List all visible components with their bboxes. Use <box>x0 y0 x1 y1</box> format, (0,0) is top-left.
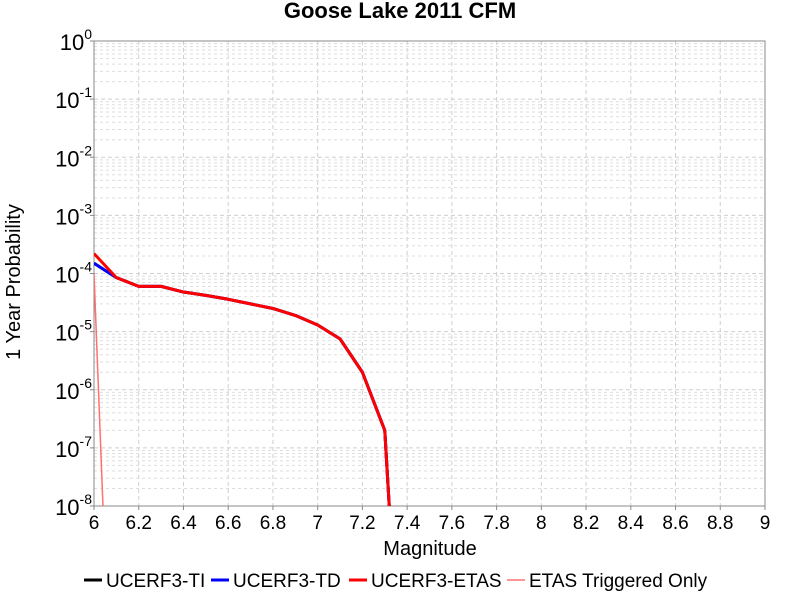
x-tick-label: 7 <box>312 513 323 534</box>
legend: UCERF3-TI UCERF3-TD UCERF3-ETAS ETAS Trigge… <box>84 571 708 592</box>
x-tick-label: 8.2 <box>573 513 599 534</box>
x-tick-label: 7.2 <box>349 513 375 534</box>
y-tick-label: 10-3 <box>55 200 92 229</box>
x-tick-label: 8 <box>536 513 547 534</box>
series-line-ucerf3-etas <box>94 252 391 506</box>
y-tick-label: 10-2 <box>55 142 92 171</box>
y-axis-ticks: 100 10-1 10-2 10-3 10-4 10-5 10-6 10-7 10-8 <box>55 26 94 520</box>
chart-title: Goose Lake 2011 CFM <box>284 0 516 23</box>
series-lines <box>94 252 391 506</box>
y-tick-label: 10-8 <box>55 491 92 520</box>
y-tick-label: 10-4 <box>55 259 92 288</box>
legend-label: UCERF3-TD <box>233 571 341 592</box>
y-tick-label: 10-7 <box>55 433 92 462</box>
x-tick-label: 8.4 <box>618 513 645 534</box>
x-tick-label: 8.8 <box>707 513 733 534</box>
x-axis-label: Magnitude <box>383 538 476 560</box>
x-tick-label: 6.8 <box>260 513 286 534</box>
x-tick-label: 7.6 <box>439 513 465 534</box>
legend-label: UCERF3-TI <box>106 571 205 592</box>
y-tick-label: 10-5 <box>55 317 92 346</box>
y-axis-label: 1 Year Probability <box>3 204 25 360</box>
x-axis-ticks: 6 6.2 6.4 6.6 6.8 7 7.2 7.4 7.6 7.8 8 8.2 8.4 8.6 8.8 9 <box>89 506 771 534</box>
x-tick-label: 6.2 <box>126 513 152 534</box>
x-tick-label: 6.6 <box>215 513 241 534</box>
x-tick-label: 7.4 <box>394 513 421 534</box>
legend-label: ETAS Triggered Only <box>529 571 708 592</box>
x-tick-label: 6.4 <box>170 513 197 534</box>
x-tick-label: 6 <box>89 513 100 534</box>
legend-label: UCERF3-ETAS <box>371 571 502 592</box>
y-tick-label: 10-1 <box>55 84 92 113</box>
x-tick-label: 7.8 <box>483 513 509 534</box>
grid-lines <box>93 41 766 507</box>
y-tick-label: 100 <box>60 26 92 55</box>
y-tick-label: 10-6 <box>55 375 92 404</box>
series-line-etas-triggered-only <box>94 273 104 506</box>
x-tick-label: 9 <box>760 513 771 534</box>
x-tick-label: 8.6 <box>662 513 688 534</box>
